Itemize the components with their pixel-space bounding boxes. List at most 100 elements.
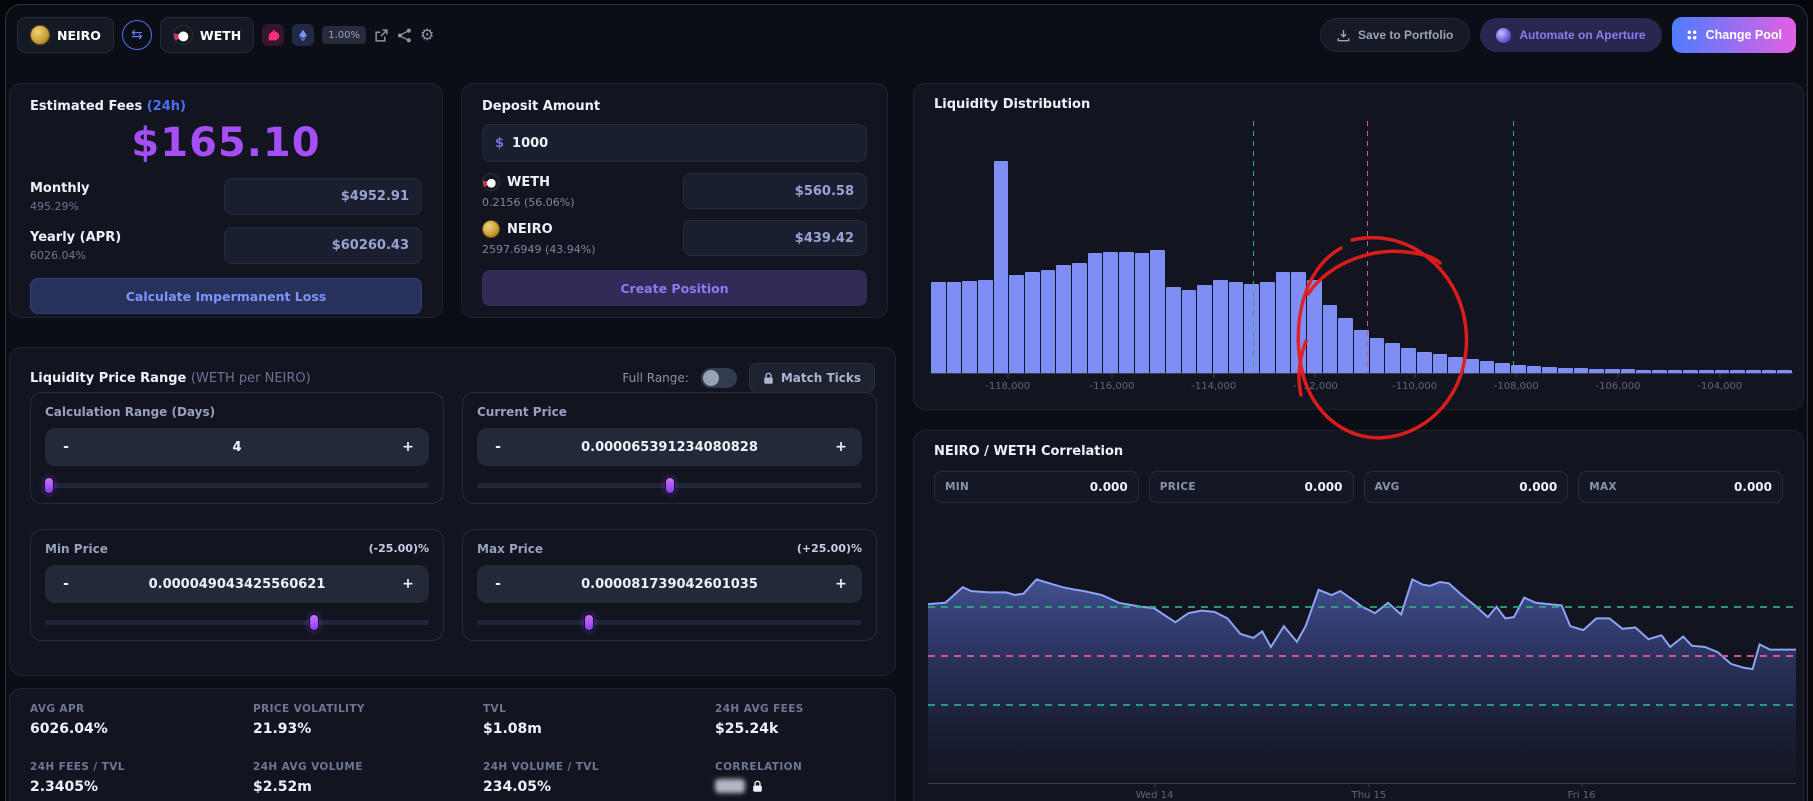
max-price-stepper: - 0.000081739042601035 + <box>477 565 862 603</box>
token1-label: WETH <box>200 28 241 43</box>
liquidity-bar <box>1260 282 1275 373</box>
calculation-range-card: Calculation Range (Days) - 4 + <box>30 392 444 504</box>
liquidity-bar <box>1370 338 1385 373</box>
increment-button[interactable]: + <box>834 439 848 455</box>
calculation-range-value[interactable]: 4 <box>232 440 241 455</box>
decrement-button[interactable]: - <box>59 576 73 592</box>
monthly-apr-pct: 495.29% <box>30 200 90 213</box>
external-link-icon[interactable] <box>374 28 389 43</box>
min-price-card: Min Price (-25.00)% - 0.0000490434255606… <box>30 529 444 641</box>
calculation-range-label: Calculation Range (Days) <box>45 405 429 419</box>
liquidity-bar <box>1229 282 1244 373</box>
create-position-button[interactable]: Create Position <box>482 270 867 306</box>
estimated-fees-title: Estimated Fees (24h) <box>30 99 422 114</box>
max-price-slider[interactable] <box>477 620 862 625</box>
swap-tokens-button[interactable]: ⇆ <box>122 20 152 50</box>
pool-stats-panel: AVG APR6026.04% PRICE VOLATILITY21.93% T… <box>9 688 896 801</box>
current-price-value[interactable]: 0.000065391234080828 <box>581 440 758 455</box>
max-price-pct: (+25.00)% <box>797 542 862 556</box>
liquidity-bar <box>1433 354 1448 373</box>
distribution-axis-line <box>931 373 1793 374</box>
token1-button[interactable]: WETH <box>160 17 254 53</box>
distribution-bars <box>931 121 1793 373</box>
axis-tick-label: Wed 14 <box>1136 790 1174 801</box>
price-area-chart <box>928 517 1796 777</box>
liquidity-bar <box>1417 352 1432 373</box>
hidden-correlation-value <box>715 779 745 793</box>
deposit-title: Deposit Amount <box>482 99 867 114</box>
aperture-logo-icon <box>1496 28 1511 43</box>
decrement-button[interactable]: - <box>59 439 73 455</box>
slider-knob[interactable] <box>665 477 675 494</box>
deposit-amount-input[interactable]: $ 1000 <box>482 124 867 162</box>
slider-knob[interactable] <box>44 477 54 494</box>
weth-usd-value: $560.58 <box>683 173 867 209</box>
neiro-coin-icon <box>30 25 50 45</box>
match-ticks-button[interactable]: Match Ticks <box>749 363 875 393</box>
uniswap-protocol-icon <box>262 24 284 46</box>
correlation-panel: NEIRO / WETH Correlation MIN0.000 PRICE0… <box>913 430 1804 801</box>
token0-button[interactable]: NEIRO <box>17 17 114 53</box>
price-range-title: Liquidity Price Range (WETH per NEIRO) <box>30 371 311 386</box>
decrement-button[interactable]: - <box>491 439 505 455</box>
decrement-button[interactable]: - <box>491 576 505 592</box>
min-price-value[interactable]: 0.000049043425560621 <box>149 577 326 592</box>
currency-symbol: $ <box>495 136 504 151</box>
liquidity-bar <box>1495 363 1510 373</box>
slider-knob[interactable] <box>584 614 594 631</box>
neiro-coin-icon <box>482 220 500 238</box>
axis-tick <box>1719 374 1720 378</box>
yearly-apr-pct: 6026.04% <box>30 249 121 262</box>
lock-icon <box>752 780 763 793</box>
min-price-slider[interactable] <box>45 620 429 625</box>
range-price-line <box>928 606 1796 608</box>
liquidity-bar <box>1088 253 1103 373</box>
min-price-pct: (-25.00)% <box>369 542 429 556</box>
calculation-range-slider[interactable] <box>45 483 429 488</box>
slider-knob[interactable] <box>309 614 319 631</box>
monthly-fees-value: $4952.91 <box>224 178 422 215</box>
liquidity-distribution-title: Liquidity Distribution <box>934 97 1783 112</box>
download-icon <box>1337 29 1350 42</box>
liquidity-bar <box>1119 252 1134 373</box>
increment-button[interactable]: + <box>834 576 848 592</box>
save-to-portfolio-button[interactable]: Save to Portfolio <box>1320 18 1470 52</box>
max-price-value[interactable]: 0.000081739042601035 <box>581 577 758 592</box>
change-pool-button[interactable]: Change Pool <box>1672 17 1796 53</box>
liquidity-bar <box>1197 285 1212 373</box>
calculate-impermanent-loss-button[interactable]: Calculate Impermanent Loss <box>30 278 422 314</box>
estimated-fees-panel: Estimated Fees (24h) $165.10 Monthly 495… <box>9 83 443 318</box>
liquidity-distribution-panel: Liquidity Distribution -118,000-116,000-… <box>913 83 1804 410</box>
automate-on-aperture-button[interactable]: Automate on Aperture <box>1480 18 1661 52</box>
liquidity-bar <box>1025 272 1040 373</box>
distribution-plot <box>931 121 1793 373</box>
liquidity-bar <box>1448 357 1463 373</box>
liquidity-bar <box>1480 361 1495 373</box>
current-price-stepper: - 0.000065391234080828 + <box>477 428 862 466</box>
increment-button[interactable]: + <box>401 576 415 592</box>
neiro-token-block: NEIRO 2597.6949 (43.94%) <box>482 220 596 256</box>
stat-correlation: CORRELATION <box>715 761 875 795</box>
deposit-panel: Deposit Amount $ 1000 WETH 0.2156 (56.06… <box>461 83 888 318</box>
full-range-toggle[interactable] <box>701 368 737 388</box>
stat-24h-avg-volume: 24H AVG VOLUME$2.52m <box>253 761 483 795</box>
weth-coin-icon <box>173 25 193 45</box>
lock-icon <box>763 372 774 385</box>
axis-tick <box>1368 783 1369 787</box>
settings-gear-icon[interactable]: ⚙ <box>420 27 434 43</box>
neiro-amount-detail: 2597.6949 (43.94%) <box>482 243 596 256</box>
axis-tick <box>1007 374 1008 378</box>
increment-button[interactable]: + <box>401 439 415 455</box>
current-price-line <box>928 655 1796 657</box>
liquidity-bar <box>1276 272 1291 373</box>
stat-avg-apr: AVG APR6026.04% <box>30 703 253 737</box>
current-price-slider[interactable] <box>477 483 862 488</box>
liquidity-bar <box>1464 359 1479 373</box>
liquidity-bar <box>1135 253 1150 373</box>
share-icon[interactable] <box>397 28 412 43</box>
correlation-avg-box: AVG0.000 <box>1364 471 1569 503</box>
liquidity-bar <box>1338 318 1353 373</box>
liquidity-bar <box>1166 287 1181 373</box>
correlation-title: NEIRO / WETH Correlation <box>934 444 1783 459</box>
liquidity-bar <box>1323 305 1338 373</box>
